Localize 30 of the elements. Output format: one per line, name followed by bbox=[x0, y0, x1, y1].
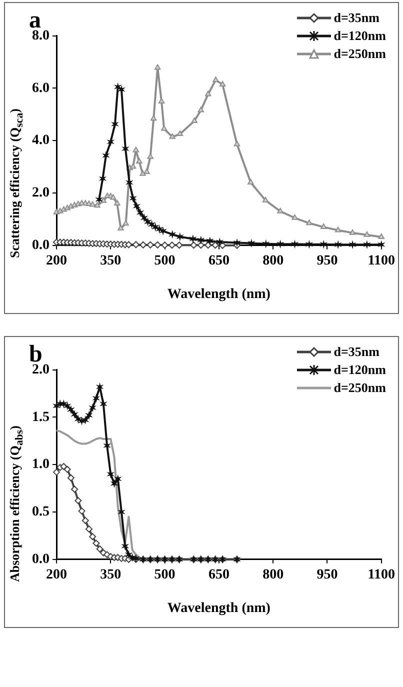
x-tick-label: 500 bbox=[154, 253, 176, 268]
y-tick-label: 6.0 bbox=[32, 80, 50, 96]
x-tick-label: 200 bbox=[46, 567, 67, 582]
x-tick-label: 200 bbox=[46, 253, 67, 268]
legend-label: d=120nm bbox=[334, 28, 386, 44]
legend-label: d=250nm bbox=[334, 380, 386, 396]
legend-label: d=35nm bbox=[334, 10, 380, 26]
y-tick-label: 2.0 bbox=[32, 186, 50, 201]
x-tick-label: 650 bbox=[208, 253, 230, 268]
x-tick-label: 1100 bbox=[368, 567, 396, 582]
y-tick-label: 1.5 bbox=[32, 410, 50, 425]
x-tick-label: 950 bbox=[316, 567, 338, 582]
y-tick-label: 0.5 bbox=[32, 504, 50, 520]
x-axis-title: Wavelength (nm) bbox=[167, 601, 271, 616]
x-axis-title: Wavelength (nm) bbox=[167, 287, 271, 302]
x-tick-label: 350 bbox=[100, 253, 122, 268]
y-tick-label: 0.0 bbox=[32, 238, 50, 254]
x-tick-label: 950 bbox=[316, 253, 338, 268]
x-tick-label: 500 bbox=[154, 567, 176, 582]
x-tick-label: 650 bbox=[208, 567, 230, 582]
legend-label: d=250nm bbox=[334, 46, 386, 62]
legend-label: d=120nm bbox=[334, 362, 386, 378]
y-tick-label: 0.0 bbox=[32, 552, 50, 568]
x-tick-label: 350 bbox=[100, 567, 122, 582]
legend-label: d=35nm bbox=[334, 344, 380, 360]
y-tick-label: 4.0 bbox=[32, 133, 50, 148]
x-tick-label: 800 bbox=[262, 567, 284, 582]
x-tick-label: 1100 bbox=[368, 253, 396, 268]
x-tick-label: 800 bbox=[262, 253, 284, 268]
y-tick-label: 1.0 bbox=[32, 457, 50, 472]
